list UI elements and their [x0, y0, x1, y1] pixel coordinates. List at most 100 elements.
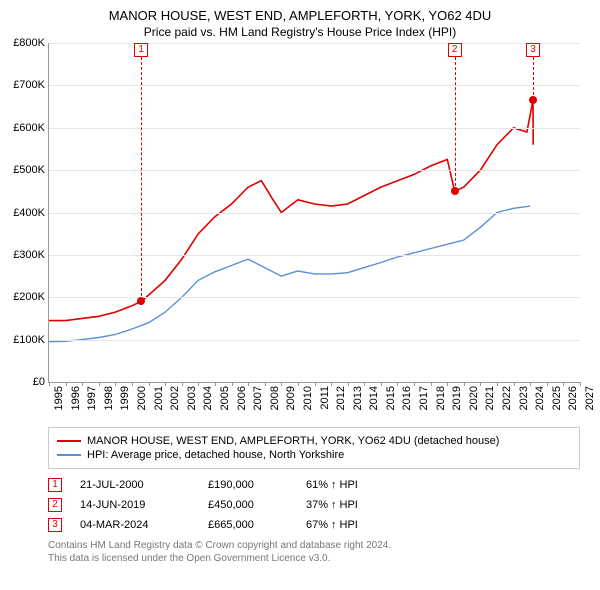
event-marker-box: 1	[48, 478, 62, 492]
x-axis-label: 2018	[435, 386, 447, 410]
chart-container: MANOR HOUSE, WEST END, AMPLEFORTH, YORK,…	[0, 0, 600, 590]
x-tick	[66, 382, 67, 386]
x-tick	[215, 382, 216, 386]
event-hpi-label: HPI	[340, 499, 358, 511]
x-tick	[514, 382, 515, 386]
gridline	[49, 340, 580, 341]
chart-subtitle: Price paid vs. HM Land Registry's House …	[0, 23, 600, 43]
event-price: £190,000	[208, 479, 288, 491]
x-axis-label: 2016	[401, 386, 413, 410]
attribution-line: This data is licensed under the Open Gov…	[48, 552, 580, 565]
gridline	[49, 128, 580, 129]
x-axis-label: 1997	[86, 386, 98, 410]
x-axis-label: 2006	[236, 386, 248, 410]
event-hpi: 61%↑HPI	[306, 479, 358, 491]
event-hpi-pct: 67%	[306, 519, 328, 531]
marker-box: 2	[448, 43, 462, 57]
y-axis-label: £100K	[13, 334, 49, 346]
event-date: 04-MAR-2024	[80, 519, 190, 531]
x-axis-label: 2011	[319, 386, 331, 410]
event-date: 14-JUN-2019	[80, 499, 190, 511]
x-axis-label: 2013	[352, 386, 364, 410]
event-marker-box: 2	[48, 498, 62, 512]
x-axis-label: 2000	[136, 386, 148, 410]
chart-title: MANOR HOUSE, WEST END, AMPLEFORTH, YORK,…	[0, 0, 600, 23]
x-axis-label: 2001	[153, 386, 165, 410]
gridline	[49, 85, 580, 86]
event-hpi-pct: 61%	[306, 479, 328, 491]
event-hpi-label: HPI	[340, 479, 358, 491]
event-hpi: 37%↑HPI	[306, 499, 358, 511]
event-marker-box: 3	[48, 518, 62, 532]
x-axis-label: 2007	[252, 386, 264, 410]
x-tick	[115, 382, 116, 386]
legend-label: MANOR HOUSE, WEST END, AMPLEFORTH, YORK,…	[87, 435, 499, 447]
gridline	[49, 213, 580, 214]
y-axis-label: £500K	[13, 164, 49, 176]
x-axis-label: 1995	[53, 386, 65, 410]
arrow-up-icon: ↑	[331, 519, 337, 531]
x-axis-label: 1998	[103, 386, 115, 410]
x-axis-label: 2026	[567, 386, 579, 410]
marker-point	[451, 187, 459, 195]
event-row: 3 04-MAR-2024 £665,000 67%↑HPI	[48, 515, 580, 535]
y-axis-label: £800K	[13, 37, 49, 49]
legend-swatch	[57, 440, 81, 442]
marker-point	[137, 297, 145, 305]
marker-box: 1	[134, 43, 148, 57]
plot-area: £0£100K£200K£300K£400K£500K£600K£700K£80…	[48, 43, 580, 383]
x-tick	[580, 382, 581, 386]
gridline	[49, 43, 580, 44]
x-axis-label: 2014	[368, 386, 380, 410]
x-tick	[431, 382, 432, 386]
x-axis-label: 2022	[501, 386, 513, 410]
x-axis-label: 2012	[335, 386, 347, 410]
x-axis-label: 2019	[451, 386, 463, 410]
series-line	[49, 100, 533, 320]
x-tick	[497, 382, 498, 386]
x-axis-label: 2023	[518, 386, 530, 410]
x-axis-label: 1999	[119, 386, 131, 410]
x-tick	[281, 382, 282, 386]
marker-line	[533, 57, 534, 100]
x-tick	[547, 382, 548, 386]
x-tick	[447, 382, 448, 386]
marker-box: 3	[526, 43, 540, 57]
series-line	[49, 206, 530, 342]
x-tick	[298, 382, 299, 386]
marker-line	[455, 57, 456, 191]
x-tick	[315, 382, 316, 386]
x-axis-label: 2027	[584, 386, 596, 410]
y-axis-label: £200K	[13, 291, 49, 303]
x-tick	[49, 382, 50, 386]
event-price: £665,000	[208, 519, 288, 531]
legend-row: HPI: Average price, detached house, Nort…	[57, 448, 571, 462]
x-tick	[381, 382, 382, 386]
event-price: £450,000	[208, 499, 288, 511]
x-tick	[99, 382, 100, 386]
attribution: Contains HM Land Registry data © Crown c…	[48, 539, 580, 565]
x-axis-label: 2025	[551, 386, 563, 410]
legend-swatch	[57, 454, 81, 456]
x-tick	[82, 382, 83, 386]
x-tick	[132, 382, 133, 386]
legend-row: MANOR HOUSE, WEST END, AMPLEFORTH, YORK,…	[57, 434, 571, 448]
event-row: 2 14-JUN-2019 £450,000 37%↑HPI	[48, 495, 580, 515]
event-hpi-label: HPI	[340, 519, 358, 531]
y-axis-label: £300K	[13, 249, 49, 261]
event-hpi: 67%↑HPI	[306, 519, 358, 531]
gridline	[49, 170, 580, 171]
x-tick	[414, 382, 415, 386]
x-tick	[248, 382, 249, 386]
x-axis-label: 2024	[534, 386, 546, 410]
x-axis-label: 1996	[70, 386, 82, 410]
x-axis-label: 2020	[468, 386, 480, 410]
gridline	[49, 297, 580, 298]
x-axis-label: 2005	[219, 386, 231, 410]
legend: MANOR HOUSE, WEST END, AMPLEFORTH, YORK,…	[48, 427, 580, 469]
y-axis-label: £400K	[13, 207, 49, 219]
x-tick	[182, 382, 183, 386]
y-axis-label: £0	[33, 376, 49, 388]
x-tick	[348, 382, 349, 386]
gridline	[49, 255, 580, 256]
